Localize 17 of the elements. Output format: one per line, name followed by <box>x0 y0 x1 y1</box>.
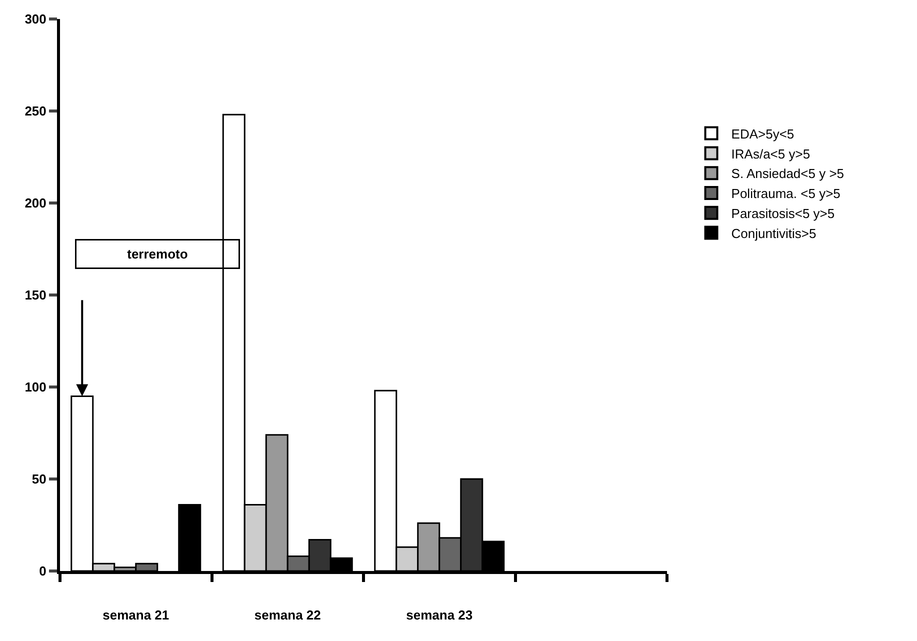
legend-label: IRAs/a<5 y>5 <box>731 146 810 162</box>
legend-label: Politrauma. <5 y>5 <box>731 186 840 202</box>
x-tick-label: semana 23 <box>406 608 473 623</box>
legend-label: Parasitosis<5 y>5 <box>731 206 835 221</box>
annotation: terremoto <box>127 246 188 262</box>
legend-label: Conjuntivitis>5 <box>731 226 816 241</box>
y-tick-label: 50 <box>32 472 46 487</box>
y-tick-label: 100 <box>24 380 46 395</box>
y-tick-label: 200 <box>24 196 46 211</box>
x-tick-label: semana 22 <box>254 608 321 623</box>
y-tick-label: 250 <box>24 104 46 119</box>
y-tick-label: 0 <box>39 564 46 579</box>
y-tick-label: 150 <box>24 288 46 303</box>
legend-label: S. Ansiedad<5 y >5 <box>731 166 844 182</box>
legend-label: EDA>5y<5 <box>731 126 794 142</box>
x-tick-label: semana 21 <box>102 608 170 623</box>
y-tick-label: 300 <box>24 12 46 27</box>
